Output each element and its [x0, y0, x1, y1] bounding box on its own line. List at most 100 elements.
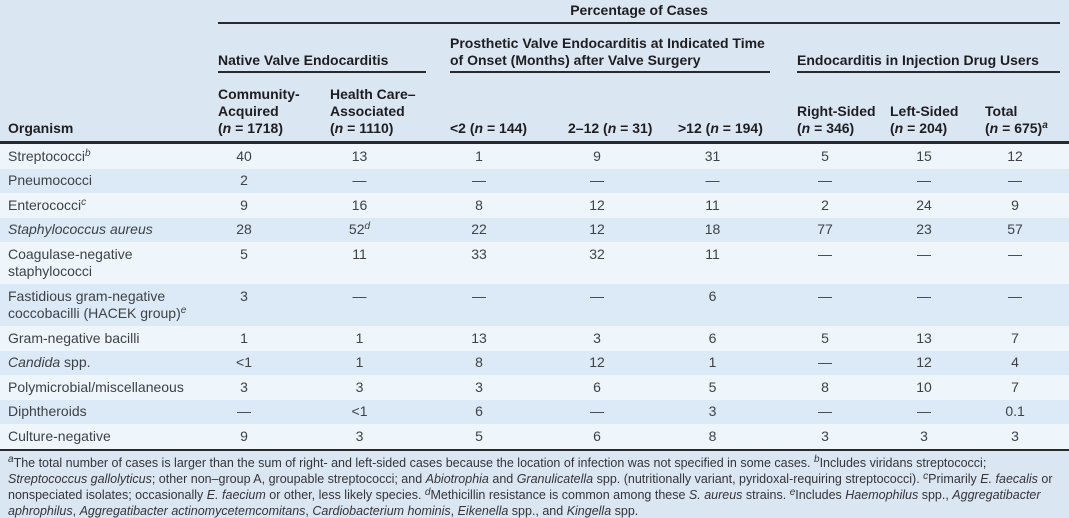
value-cell: 3 [240, 287, 248, 304]
value-cell: 1 [355, 329, 364, 346]
value-cell: 22 [471, 221, 487, 237]
value-cell: — [818, 172, 832, 188]
value-cell: 11 [705, 196, 720, 213]
value-cell: 2 [240, 172, 248, 188]
value-cell: — [818, 354, 832, 370]
value-cell: 1 [355, 354, 364, 370]
column-header-3: <2 (n = 144) [426, 73, 546, 144]
value-cell: 5 [240, 245, 248, 262]
value-cell: 12 [589, 221, 605, 237]
value-cell: 12 [1007, 147, 1023, 164]
value-cell: — [818, 245, 832, 262]
value-cell: 9 [1011, 196, 1019, 213]
value-cell: 16 [351, 196, 368, 213]
value-cell: 13 [916, 329, 932, 346]
value-cell: 8 [475, 354, 483, 370]
organism-cell: Diphtheroids [8, 403, 87, 419]
value-cell: 3 [1011, 427, 1019, 444]
value-cell: <1 [236, 354, 252, 370]
value-cell: 4 [1011, 354, 1019, 370]
value-cell: — [818, 287, 832, 304]
table-row: Diphtheroids — <1 6 — 3 — — 0.1 [0, 399, 1069, 424]
value-cell: 31 [704, 147, 721, 164]
value-cell: — [352, 287, 367, 304]
column-headers-row: Organism Community- Acquired (n = 1718) Hea… [0, 73, 1069, 144]
value-cell: 2 [821, 196, 829, 213]
value-cell: 33 [471, 245, 487, 262]
endocarditis-organisms-table: Percentage of Cases Native Valve Endocar… [0, 0, 1069, 449]
value-cell: 11 [352, 245, 367, 262]
value-cell: 9 [593, 147, 601, 164]
table-row: Staphylococcus aureus 28 52d 22 12 18 77 23 57 [0, 217, 1069, 242]
value-cell: 5 [708, 378, 717, 395]
value-cell: 6 [708, 329, 717, 346]
value-cell: 10 [916, 378, 932, 395]
organism-cell: Streptococcib [8, 147, 91, 164]
percentage-of-cases-header: Percentage of Cases [218, 2, 1061, 24]
value-cell: 77 [817, 221, 833, 237]
value-cell: 1 [708, 354, 717, 370]
table-row: Candida spp. <1 1 8 12 1 — 12 4 [0, 350, 1069, 375]
value-cell: 13 [471, 329, 487, 346]
value-cell: — [590, 172, 604, 188]
value-cell: — [1008, 172, 1023, 188]
organism-cell: Fastidious gram-negative coccobacilli (HA… [8, 287, 187, 322]
prosthetic-valve-group-header: Prosthetic Valve Endocarditis at Indicat… [450, 35, 770, 73]
organism-cell: Candida spp. [8, 354, 91, 370]
value-cell: 40 [236, 147, 252, 164]
value-cell: — [917, 172, 931, 188]
value-cell: 6 [593, 378, 601, 395]
value-cell: 13 [351, 147, 368, 164]
injection-drug-users-group-header: Endocarditis in Injection Drug Users [797, 52, 1061, 73]
table-header: Percentage of Cases Native Valve Endocar… [0, 0, 1069, 144]
value-cell: — [917, 245, 931, 262]
value-cell: 8 [475, 196, 483, 213]
value-cell: 8 [708, 427, 717, 444]
value-cell: 0.1 [1005, 403, 1025, 419]
value-cell: 24 [916, 196, 932, 213]
organism-cell: Gram-negative bacilli [8, 329, 140, 346]
value-cell: 3 [475, 378, 483, 395]
table-row: Polymicrobial/miscellaneous 3 3 3 6 5 8 10 7 [0, 375, 1069, 400]
value-cell: 28 [236, 221, 252, 237]
value-cell: — [1008, 245, 1023, 262]
organism-cell: Polymicrobial/miscellaneous [8, 378, 184, 395]
value-cell: 11 [705, 245, 720, 262]
value-cell: — [590, 287, 604, 304]
native-valve-group-header: Native Valve Endocarditis [218, 52, 426, 73]
value-cell: 3 [355, 378, 364, 395]
value-cell: 5 [821, 147, 829, 164]
value-cell: — [590, 403, 604, 419]
value-cell: 9 [240, 196, 248, 213]
value-cell: 3 [708, 403, 717, 419]
value-cell: 1 [240, 329, 248, 346]
value-cell: 18 [704, 221, 721, 237]
value-cell: 7 [1011, 329, 1019, 346]
footnote-text: aThe total number of cases is larger tha… [8, 454, 1053, 518]
table-row: Streptococcib 40 13 1 9 31 5 15 12 [0, 142, 1069, 169]
value-cell: — [1008, 287, 1023, 304]
value-cell: — [917, 403, 931, 419]
column-header-7: Left-Sided (n = 204) [887, 73, 975, 144]
table-row: Coagulase-negative staphylococci 5 11 33 32 11… [0, 242, 1069, 284]
column-header-4: 2–12 (n = 31) [546, 73, 662, 144]
table-row: Fastidious gram-negative coccobacilli (HA… [0, 284, 1069, 326]
value-cell: 9 [240, 427, 248, 444]
value-cell: 6 [593, 427, 601, 444]
value-cell: 12 [589, 196, 605, 213]
value-cell: 3 [821, 427, 829, 444]
organism-cell: Enterococcic [8, 196, 87, 213]
table-row: Enterococcic 9 16 8 12 11 2 24 9 [0, 193, 1069, 218]
value-cell: 12 [916, 354, 932, 370]
value-cell: 8 [821, 378, 829, 395]
column-header-5: >12 (n = 194) [662, 73, 777, 144]
value-cell: 5 [475, 427, 483, 444]
value-cell: 57 [1007, 221, 1023, 237]
organism-cell: Coagulase-negative staphylococci [8, 245, 133, 280]
organism-cell: Staphylococcus aureus [8, 221, 153, 237]
value-cell: — [237, 403, 251, 419]
value-cell: 3 [240, 378, 248, 395]
value-cell: — [917, 287, 931, 304]
value-cell: 3 [355, 427, 364, 444]
value-cell: 3 [920, 427, 928, 444]
